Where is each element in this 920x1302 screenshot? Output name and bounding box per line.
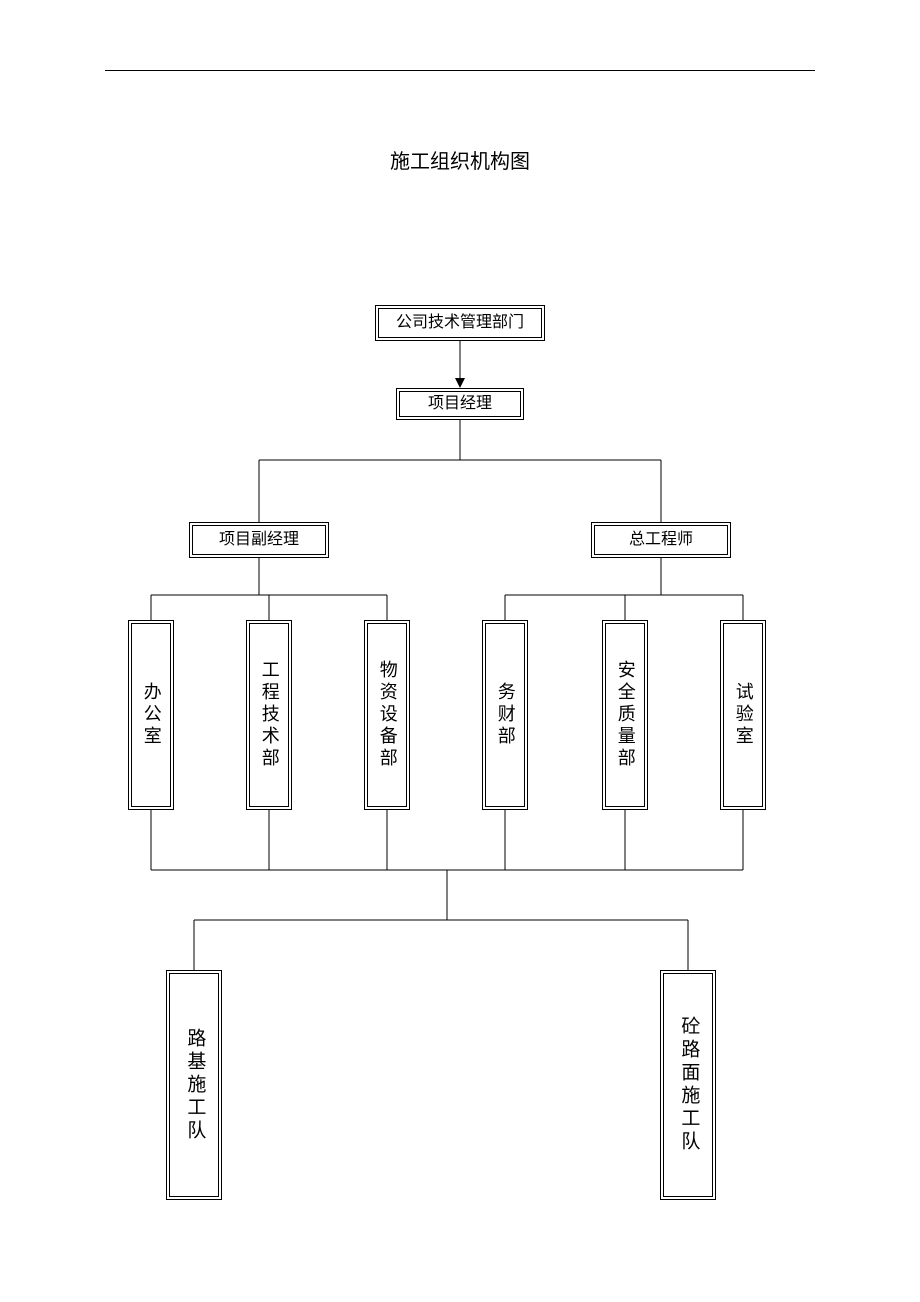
node-n4: 总工程师	[591, 522, 731, 558]
node-n1: 公司技术管理部门	[375, 305, 545, 341]
diagram-title: 施工组织机构图	[0, 145, 920, 174]
node-d5: 安全质量部	[602, 620, 648, 810]
node-d6: 试验室	[720, 620, 766, 810]
node-d3: 物资设备部	[364, 620, 410, 810]
node-n2: 项目经理	[396, 388, 524, 420]
node-d4: 务财部	[482, 620, 528, 810]
node-d1: 办公室	[128, 620, 174, 810]
node-d2: 工程技术部	[246, 620, 292, 810]
node-t1: 路基施工队	[166, 970, 222, 1200]
node-t2: 砼路面施工队	[660, 970, 716, 1200]
node-n3: 项目副经理	[189, 522, 329, 558]
header-rule	[105, 70, 815, 71]
